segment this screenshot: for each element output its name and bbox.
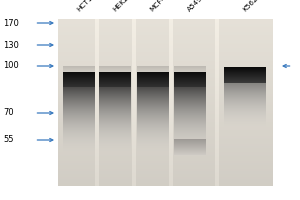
Text: K562: K562 xyxy=(242,0,259,13)
Text: 130: 130 xyxy=(3,40,19,49)
Text: HEK293: HEK293 xyxy=(111,0,136,13)
Text: 170: 170 xyxy=(3,19,19,27)
Text: MCF-7: MCF-7 xyxy=(149,0,169,13)
Text: 70: 70 xyxy=(3,108,13,117)
Text: 100: 100 xyxy=(3,62,19,71)
Text: A549: A549 xyxy=(186,0,204,13)
Text: HCT116: HCT116 xyxy=(75,0,100,13)
Text: 55: 55 xyxy=(3,136,13,144)
